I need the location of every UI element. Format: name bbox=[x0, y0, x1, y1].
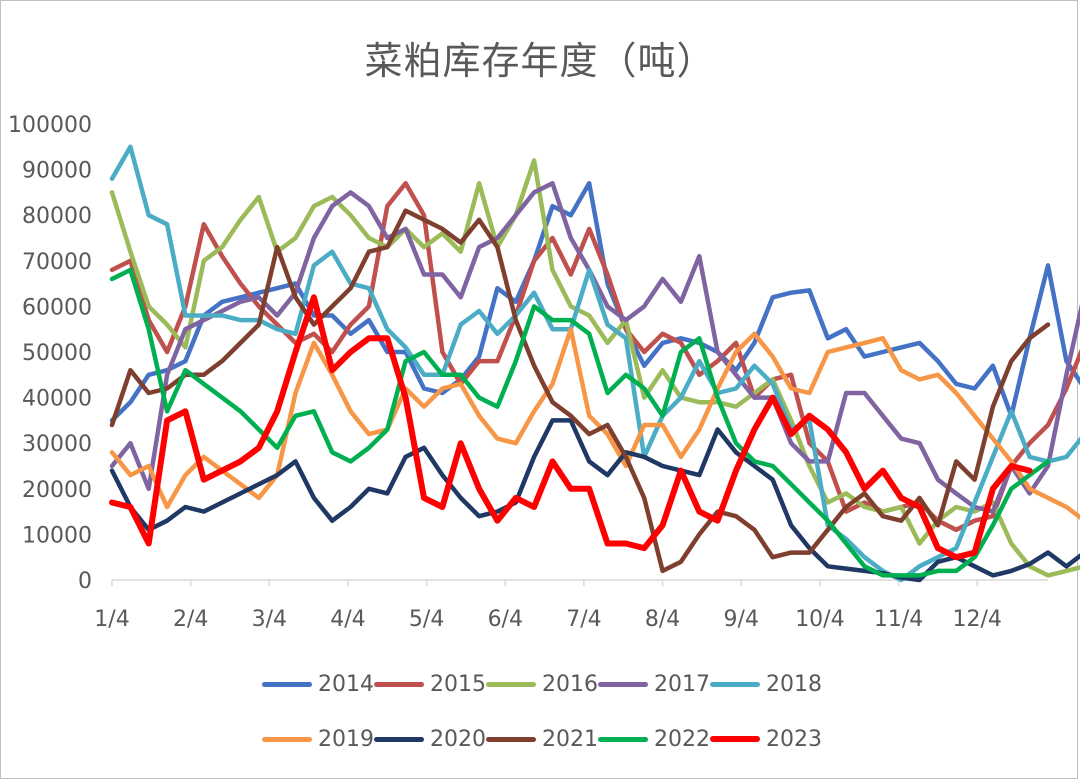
y-tick-label: 80000 bbox=[22, 204, 92, 229]
x-tick-label: 4/4 bbox=[330, 607, 365, 632]
y-tick-label: 60000 bbox=[22, 295, 92, 320]
legend-label: 2015 bbox=[430, 671, 486, 697]
x-tick-label: 1/4 bbox=[94, 607, 129, 632]
y-tick-label: 70000 bbox=[22, 250, 92, 275]
series-line-2020 bbox=[109, 418, 1080, 583]
legend-item-2018: 2018 bbox=[710, 664, 822, 704]
legend-label: 2018 bbox=[766, 671, 822, 697]
series-line-2021 bbox=[109, 208, 1051, 574]
axes: 0 10000 20000 30000 40000 50000 60000 70000 8000… bbox=[8, 113, 1048, 632]
x-tick-label: 12/4 bbox=[953, 607, 1002, 632]
legend-swatch bbox=[262, 736, 312, 742]
legend-label: 2019 bbox=[318, 726, 374, 752]
series-line-2017 bbox=[109, 181, 1080, 514]
chart-title: 菜粕库存年度（吨） bbox=[364, 39, 716, 83]
legend-item-2014: 2014 bbox=[262, 664, 374, 704]
legend-label: 2017 bbox=[654, 671, 710, 697]
series-line-2023 bbox=[109, 294, 1033, 561]
legend-label: 2022 bbox=[654, 726, 710, 752]
y-tick-label: 90000 bbox=[22, 159, 92, 184]
series-layer bbox=[109, 144, 1080, 583]
legend-row: 2019 2020 2021 2022 2023 bbox=[262, 719, 882, 759]
x-tick-label: 10/4 bbox=[795, 607, 844, 632]
x-tick-label: 2/4 bbox=[173, 607, 208, 632]
legend-item-2022: 2022 bbox=[598, 719, 710, 759]
series-line-2018 bbox=[109, 144, 1080, 583]
legend-item-2021: 2021 bbox=[486, 719, 598, 759]
series-line-2019 bbox=[109, 326, 1080, 520]
legend-item-2020: 2020 bbox=[374, 719, 486, 759]
legend-label: 2023 bbox=[766, 726, 822, 752]
x-tick-label: 11/4 bbox=[874, 607, 923, 632]
legend-swatch bbox=[598, 736, 648, 742]
legend-label: 2014 bbox=[318, 671, 374, 697]
legend-swatch bbox=[262, 681, 312, 687]
legend-item-2023: 2023 bbox=[710, 719, 822, 759]
legend-item-2019: 2019 bbox=[262, 719, 374, 759]
x-tick-label: 6/4 bbox=[488, 607, 523, 632]
legend-item-2017: 2017 bbox=[598, 664, 710, 704]
x-tick-label: 7/4 bbox=[566, 607, 601, 632]
legend-swatch bbox=[374, 681, 424, 687]
legend-swatch bbox=[710, 736, 760, 742]
x-tick-label: 3/4 bbox=[252, 607, 287, 632]
x-tick-label: 9/4 bbox=[724, 607, 759, 632]
legend: 2014 2015 2016 2017 2018 2019 2020 2021 2022 202… bbox=[262, 664, 882, 774]
y-tick-label: 0 bbox=[78, 569, 92, 594]
legend-item-2016: 2016 bbox=[486, 664, 598, 704]
legend-item-2015: 2015 bbox=[374, 664, 486, 704]
legend-label: 2021 bbox=[542, 726, 598, 752]
x-tick-label: 8/4 bbox=[645, 607, 680, 632]
x-tick-label: 5/4 bbox=[409, 607, 444, 632]
y-tick-label: 50000 bbox=[22, 341, 92, 366]
y-tick-label: 20000 bbox=[22, 478, 92, 503]
legend-swatch bbox=[598, 681, 648, 687]
legend-label: 2020 bbox=[430, 726, 486, 752]
y-tick-label: 30000 bbox=[22, 432, 92, 457]
legend-row: 2014 2015 2016 2017 2018 bbox=[262, 664, 882, 704]
plot-area: 0 10000 20000 30000 40000 50000 60000 70000 8000… bbox=[8, 113, 1080, 632]
legend-swatch bbox=[710, 681, 760, 687]
y-tick-label: 10000 bbox=[22, 523, 92, 548]
y-tick-label: 100000 bbox=[8, 113, 92, 138]
legend-swatch bbox=[486, 736, 536, 742]
y-tick-label: 40000 bbox=[22, 387, 92, 412]
legend-label: 2016 bbox=[542, 671, 598, 697]
series-line-2022 bbox=[109, 267, 1051, 578]
legend-swatch bbox=[374, 736, 424, 742]
legend-swatch bbox=[486, 681, 536, 687]
